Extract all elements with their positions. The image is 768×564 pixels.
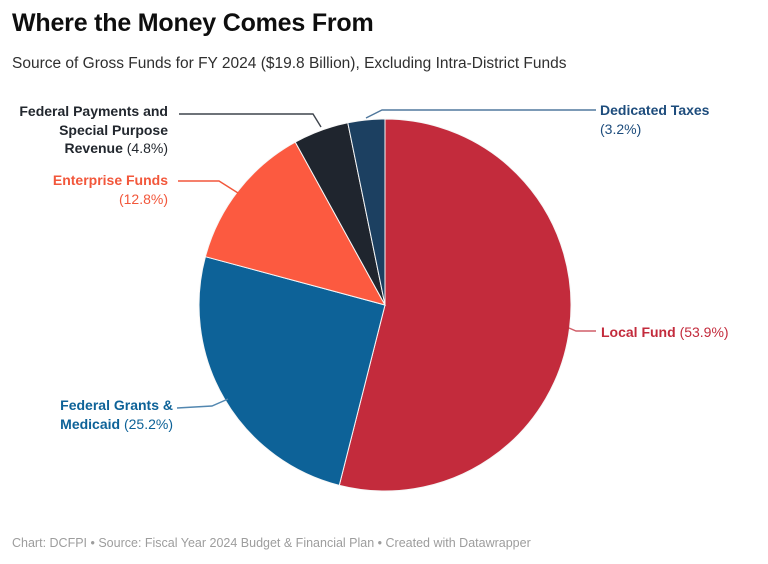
label-text: Revenue: [64, 140, 123, 156]
label-percent: (25.2%): [123, 415, 173, 432]
connector-federal-grants: [176, 398, 229, 409]
attribution-footer: Chart: DCFPI • Source: Fiscal Year 2024 …: [12, 536, 531, 550]
pie-slices: [198, 118, 572, 492]
label-percent: (53.9%): [679, 324, 729, 340]
pie-slice-enterprise-funds[interactable]: [204, 141, 387, 306]
pie-slice-dedicated-taxes[interactable]: [347, 118, 386, 306]
label-text: Federal Payments and: [19, 103, 168, 119]
label-dedicated-taxes: Dedicated Taxes (3.2%): [600, 101, 709, 138]
connector-federal-payments: [179, 113, 322, 128]
connector-dedicated-taxes: [365, 109, 596, 119]
label-percent: (3.2%): [600, 120, 642, 137]
label-percent: (4.8%): [126, 140, 168, 156]
label-text: Federal Grants &: [60, 397, 173, 413]
label-local-fund: Local Fund (53.9%): [601, 323, 729, 342]
label-enterprise-funds: Enterprise Funds (12.8%): [53, 171, 168, 208]
label-percent: (12.8%): [118, 190, 168, 207]
label-federal-payments: Federal Payments and Special Purpose Rev…: [19, 102, 168, 158]
label-text: Local Fund: [601, 324, 676, 340]
label-federal-grants: Federal Grants & Medicaid (25.2%): [60, 396, 173, 433]
label-text: Special Purpose: [59, 121, 168, 138]
connector-local-fund: [568, 327, 596, 332]
page-title: Where the Money Comes From: [12, 9, 374, 37]
pie-slice-federal-grants-medicaid[interactable]: [198, 256, 386, 486]
label-text: Dedicated Taxes: [600, 102, 710, 118]
label-text: Enterprise Funds: [52, 172, 168, 188]
connector-enterprise-funds: [178, 180, 239, 194]
label-text: Medicaid: [60, 415, 121, 432]
chart-subtitle: Source of Gross Funds for FY 2024 ($19.8…: [12, 55, 567, 72]
